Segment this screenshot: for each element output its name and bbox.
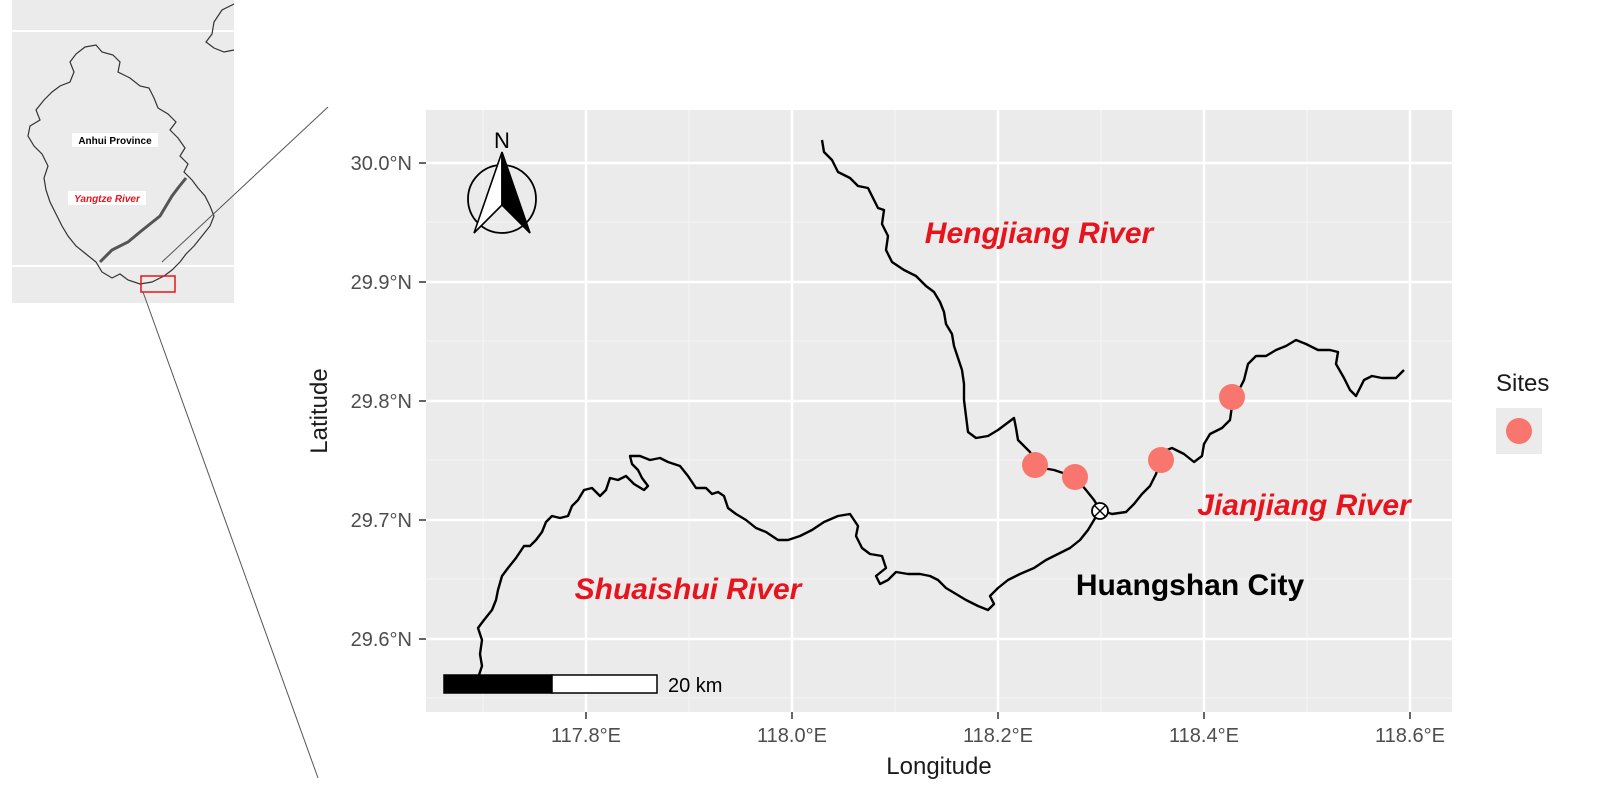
inset-yangtze-river — [98, 177, 188, 264]
x-tick-label: 117.8°E — [551, 725, 621, 747]
site-point — [1062, 464, 1088, 490]
y-tick-label: 29.8°N — [351, 391, 412, 413]
y-tick-label: 29.7°N — [351, 510, 412, 532]
minor-gridlines — [426, 110, 1452, 712]
inset-neighbor-outline — [205, 3, 235, 53]
inset-province-label: Anhui Province — [78, 136, 152, 147]
panel-background — [426, 110, 1452, 712]
site-point — [1022, 452, 1048, 478]
inset-connector-line — [161, 106, 329, 263]
shuaishui-river-label: Shuaishui River — [575, 573, 804, 606]
north-arrow-label: N — [494, 128, 510, 153]
x-tick-label: 118.6°E — [1375, 725, 1445, 747]
city-label: Huangshan City — [1076, 569, 1305, 602]
site-point — [1148, 447, 1174, 473]
legend: Sites — [1496, 370, 1549, 454]
main-map-panel: Hengjiang River Jianjiang River Shuaishu… — [426, 110, 1452, 712]
x-tick-label: 118.4°E — [1169, 725, 1239, 747]
site-point — [1219, 384, 1245, 410]
legend-site-marker — [1506, 418, 1532, 444]
x-axis-title: Longitude — [886, 753, 991, 780]
scale-bar-label: 20 km — [668, 675, 722, 697]
x-tick-label: 118.0°E — [757, 725, 827, 747]
inset-background — [12, 0, 234, 303]
north-arrow: N — [467, 128, 537, 234]
legend-title: Sites — [1496, 370, 1549, 397]
y-axis-title: Latitude — [306, 368, 333, 453]
shuaishui-river-line — [476, 454, 1102, 679]
y-tick-label: 29.9°N — [351, 272, 412, 294]
hengjiang-river-label: Hengjiang River — [925, 217, 1156, 250]
x-tick-label: 118.2°E — [963, 725, 1033, 747]
inset-map: Anhui Province Yangtze River — [12, 0, 235, 303]
jianjiang-river-label: Jianjiang River — [1197, 489, 1413, 522]
inset-province-label-bg — [72, 133, 158, 147]
inset-connector-line — [142, 291, 319, 779]
inset-river-label: Yangtze River — [74, 194, 141, 205]
x-axis: 117.8°E 118.0°E 118.2°E 118.4°E 118.6°E … — [551, 712, 1445, 780]
city-marker — [1091, 502, 1109, 520]
scale-bar: 20 km — [443, 674, 722, 697]
inset-study-area-box — [140, 275, 176, 293]
y-axis: 30.0°N 29.9°N 29.8°N 29.7°N 29.6°N Latit… — [306, 153, 426, 651]
y-tick-label: 29.6°N — [351, 629, 412, 651]
site-markers — [1022, 384, 1245, 490]
y-tick-label: 30.0°N — [351, 153, 412, 175]
major-gridlines — [426, 110, 1452, 712]
inset-river-label-bg — [68, 191, 146, 205]
